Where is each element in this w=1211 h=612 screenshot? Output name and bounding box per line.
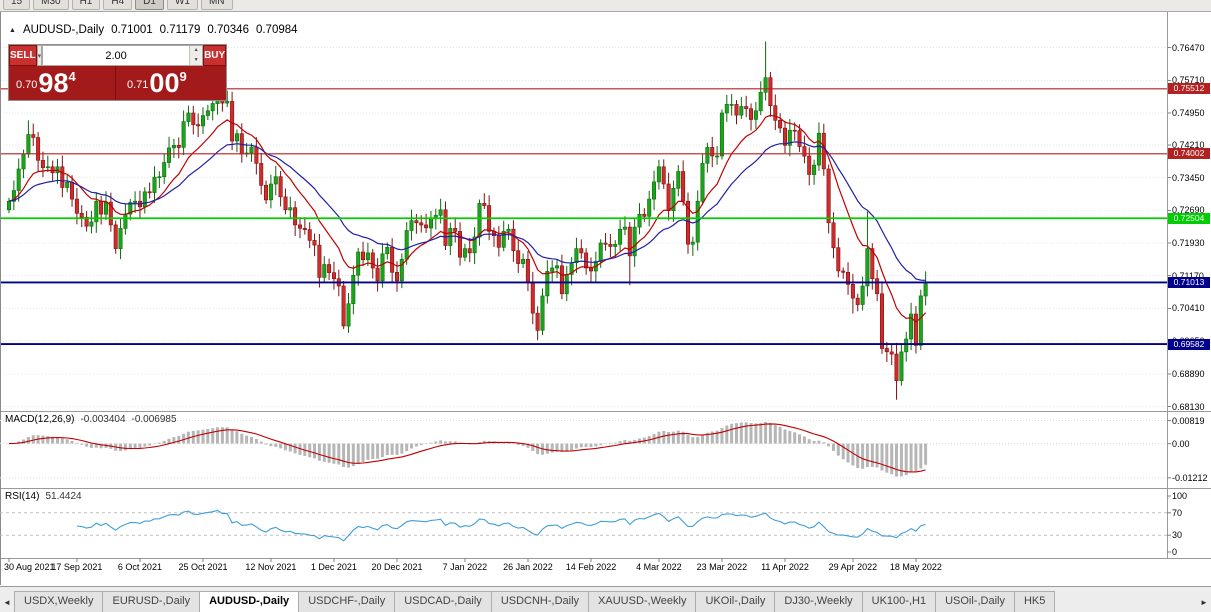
- chart-ohlc-header: ▲ AUDUSD-,Daily 0.71001 0.71179 0.70346 …: [9, 24, 298, 36]
- chart-tab-USDCHF-Daily[interactable]: USDCHF-,Daily: [298, 591, 396, 612]
- rsi-line: [76, 509, 926, 542]
- macd-indicator-header: MACD(12,26,9) -0.003404 -0.006985: [5, 414, 177, 425]
- chart-tab-XAUUSD-Weekly[interactable]: XAUUSD-,Weekly: [588, 591, 697, 612]
- timeframe-toolbar: 15 M30 H1 H4 D1 W1 MN: [0, 0, 1211, 12]
- tabs-scroll-left-button[interactable]: ◄: [3, 597, 11, 607]
- ohlc-low: 0.70346: [207, 24, 249, 36]
- ohlc-high: 0.71179: [159, 24, 201, 36]
- chart-tab-EURUSD-Daily[interactable]: EURUSD-,Daily: [102, 591, 201, 612]
- sell-price-big: 98: [38, 68, 69, 98]
- collapse-icon[interactable]: ▲: [9, 26, 16, 34]
- buy-price-big: 00: [149, 68, 180, 98]
- buy-button[interactable]: BUY: [203, 45, 227, 66]
- chart-tab-UK100-H1[interactable]: UK100-,H1: [861, 591, 937, 612]
- sell-button[interactable]: SELL: [9, 45, 37, 66]
- timeframe-button-H4[interactable]: H4: [103, 0, 133, 10]
- macd-signal-line: [8, 423, 926, 473]
- timeframe-button-15[interactable]: 15: [3, 0, 31, 10]
- chart-tab-UKOil-Daily[interactable]: UKOil-,Daily: [695, 591, 776, 612]
- buy-price[interactable]: 0.71 00 9: [116, 66, 226, 100]
- date-axis: [8, 558, 917, 562]
- buy-price-pip: 9: [179, 69, 187, 84]
- rsi-name: RSI(14): [5, 491, 40, 502]
- macd-name: MACD(12,26,9): [5, 414, 75, 425]
- rsi-value: 51.4424: [45, 491, 82, 502]
- price-divider: [115, 66, 116, 100]
- chart-tab-AUDUSD-Daily[interactable]: AUDUSD-,Daily: [199, 591, 300, 612]
- chart-tab-HK5[interactable]: HK5: [1013, 591, 1056, 612]
- rsi-indicator-header: RSI(14) 51.4424: [5, 491, 82, 502]
- volume-up-button[interactable]: ▲: [190, 46, 203, 56]
- chart-tabs-bar: ◄ USDX,Weekly EURUSD-,Daily AUDUSD-,Daily U…: [0, 586, 1211, 612]
- timeframe-button-W1[interactable]: W1: [166, 0, 198, 10]
- volume-spinner: ▲ ▼: [189, 46, 203, 65]
- chevron-down-icon: ▾: [37, 52, 42, 60]
- chart-symbol-label: AUDUSD-,Daily: [22, 24, 105, 36]
- macd-panel: [0, 420, 1171, 479]
- panel-separators: [0, 12, 1211, 585]
- volume-input[interactable]: [43, 46, 190, 65]
- price-gridlines: [0, 47, 1171, 408]
- sell-price[interactable]: 0.70 98 4: [9, 66, 115, 100]
- chart-tab-USDX-Weekly[interactable]: USDX,Weekly: [14, 591, 104, 612]
- timeframe-button-M30[interactable]: M30: [33, 0, 69, 10]
- one-click-trading-panel: SELL ▾ ▲ ▼ BUY 0.70 98 4 0.71 00 9: [8, 44, 227, 101]
- volume-box: ▲ ▼: [42, 45, 204, 66]
- ohlc-close: 0.70984: [255, 24, 298, 36]
- ma-slow-line: [8, 141, 926, 281]
- sell-price-pip: 4: [68, 69, 76, 84]
- timeframe-button-H1[interactable]: H1: [71, 0, 101, 10]
- volume-dropdown-button[interactable]: ▾: [36, 45, 43, 66]
- sell-price-prefix: 0.70: [16, 79, 38, 91]
- ohlc-open: 0.71001: [111, 24, 153, 36]
- chart-tab-USDCAD-Daily[interactable]: USDCAD-,Daily: [394, 591, 492, 612]
- chart-tab-USDCNH-Daily[interactable]: USDCNH-,Daily: [490, 591, 590, 612]
- timeframe-button-D1[interactable]: D1: [135, 0, 164, 10]
- tabs-scroll-right-button[interactable]: ►: [1200, 597, 1208, 607]
- volume-down-button[interactable]: ▼: [190, 55, 203, 65]
- chart-tabs: USDX,Weekly EURUSD-,Daily AUDUSD-,Daily USD…: [14, 591, 1197, 612]
- chart-tab-DJ30-Weekly[interactable]: DJ30-,Weekly: [774, 591, 863, 612]
- timeframe-button-MN[interactable]: MN: [200, 0, 233, 10]
- macd-signal-value: -0.006985: [131, 414, 177, 425]
- rsi-panel: [0, 495, 1171, 553]
- quote-prices: 0.70 98 4 0.71 00 9: [9, 66, 226, 100]
- candles-layer: [7, 41, 928, 400]
- chart-tab-USOil-Daily[interactable]: USOil-,Daily: [935, 591, 1015, 612]
- macd-main-value: -0.003404: [80, 414, 126, 425]
- buy-price-prefix: 0.71: [127, 79, 149, 91]
